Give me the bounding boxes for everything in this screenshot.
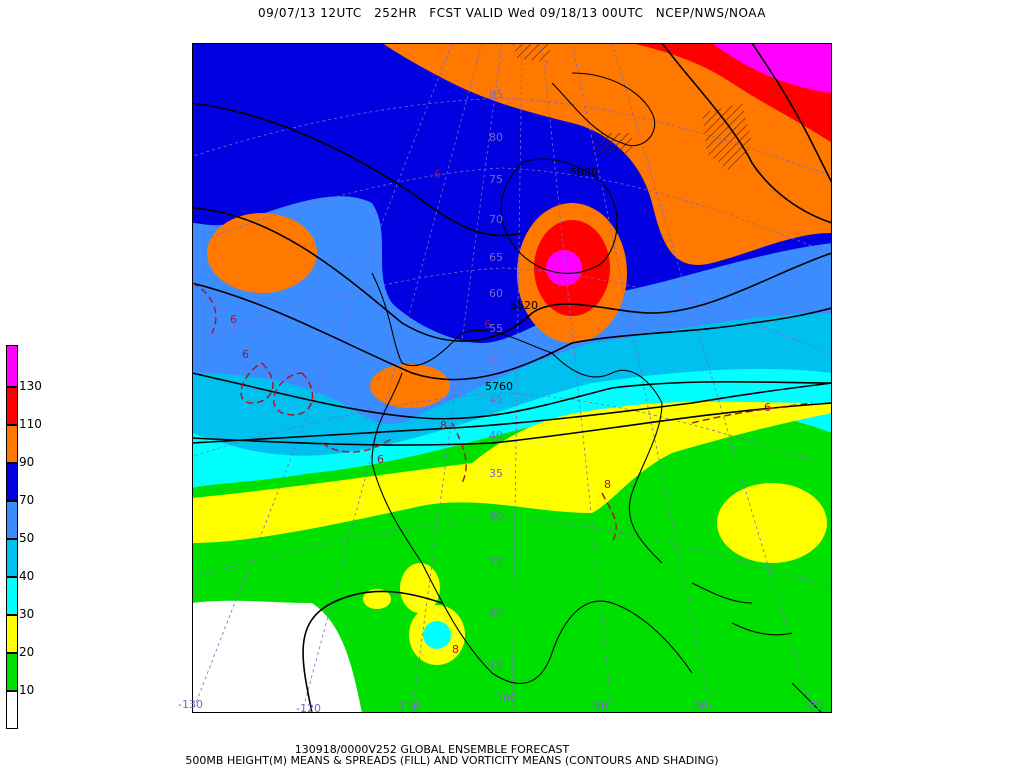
valid-time: FCST VALID Wed 09/18/13 00UTC — [429, 6, 644, 20]
vorticity-label: 6 — [764, 401, 771, 414]
spread-band-130-ne — [712, 43, 832, 93]
spread-band-10 — [192, 600, 362, 713]
spread-patch-130 — [546, 250, 582, 286]
vorticity-label: 8 — [452, 643, 459, 656]
legend-swatch — [6, 463, 18, 501]
contour-label: 5760 — [485, 380, 513, 393]
lat-label: 70 — [489, 213, 503, 226]
vorticity-label-group: 6 6 6 8 8 6 8 6 6 — [230, 168, 771, 656]
lat-label: 45 — [489, 393, 503, 406]
spread-patch-yellow-atlantic — [717, 483, 827, 563]
forecast-hour: 252HR — [374, 6, 417, 20]
vorticity-label: 6 — [230, 313, 237, 326]
legend-label: 50 — [19, 531, 35, 545]
lat-label: 85 — [489, 88, 503, 101]
lat-label: 50 — [489, 356, 503, 369]
legend-swatch — [6, 691, 18, 729]
contour-label: 5520 — [510, 299, 538, 312]
lat-label: 80 — [489, 131, 503, 144]
legend-swatch — [6, 345, 18, 387]
lon-label: -110 — [395, 700, 420, 713]
vorticity-label: 6 — [484, 318, 491, 331]
spread-patch-90-center — [370, 364, 450, 408]
legend-label: 70 — [19, 493, 35, 507]
contour-label-group: 5520 5760 5880 — [485, 166, 598, 393]
lat-label: 65 — [489, 251, 503, 264]
lat-label: 60 — [489, 287, 503, 300]
latitude-label-group: 85 80 75 70 65 60 55 50 45 40 35 30 25 2… — [489, 88, 503, 673]
agency: NCEP/NWS/NOAA — [655, 6, 766, 20]
legend-swatch — [6, 501, 18, 539]
legend-swatch — [6, 387, 18, 425]
footer-forecast-id: 130918/0000V252 GLOBAL ENSEMBLE FORECAST — [294, 743, 570, 756]
lat-label: 40 — [489, 429, 503, 442]
height-contours — [192, 43, 832, 713]
coastlines — [371, 72, 823, 713]
spread-patch-yellow-mexico — [400, 563, 440, 613]
vorticity-label: 6 — [377, 453, 384, 466]
lon-label: -70 — [805, 700, 823, 713]
legend-label: 20 — [19, 645, 35, 659]
vorticity-shading-ne — [702, 103, 752, 173]
lon-label: -100 — [492, 692, 517, 705]
vorticity-label: 6 — [434, 168, 441, 181]
legend-swatch — [6, 425, 18, 463]
legend-label: 130 — [19, 379, 42, 393]
lon-label: -90 — [590, 700, 608, 713]
spread-band-yellow — [192, 401, 832, 543]
lat-label: 55 — [489, 322, 503, 335]
lat-label: 25 — [489, 556, 503, 569]
vorticity-label: 8 — [440, 419, 447, 432]
legend-swatch — [6, 653, 18, 691]
footer-description: 500MB HEIGHT(M) MEANS & SPREADS (FILL) A… — [185, 754, 719, 767]
legend-swatch — [6, 615, 18, 653]
legend-label: 30 — [19, 607, 35, 621]
legend-label: 10 — [19, 683, 35, 697]
forecast-map: 5520 5760 5880 6 6 6 8 8 6 8 6 6 85 80 7… — [192, 43, 832, 713]
vorticity-contours — [192, 282, 813, 544]
spread-patch-cyan-pacific — [423, 621, 451, 649]
lon-label: -80 — [690, 700, 708, 713]
init-time: 09/07/13 12UTC — [258, 6, 362, 20]
spread-patch-yellow-small — [363, 589, 391, 609]
lon-label: -130 — [178, 698, 203, 711]
lat-label: 20 — [489, 605, 503, 618]
map-frame — [192, 43, 832, 713]
color-legend: 10 20 30 40 50 70 90 110 130 — [4, 345, 64, 730]
vorticity-label: 6 — [242, 348, 249, 361]
legend-label: 40 — [19, 569, 35, 583]
graticule — [192, 43, 832, 713]
vorticity-label: 8 — [604, 478, 611, 491]
contour-label: 5880 — [570, 166, 598, 179]
lat-label: 30 — [489, 510, 503, 523]
lat-label: 15 — [489, 660, 503, 673]
lon-label: -120 — [296, 702, 321, 715]
lat-label: 35 — [489, 467, 503, 480]
chart-header: 09/07/13 12UTC 252HR FCST VALID Wed 09/1… — [0, 6, 1024, 20]
vorticity-shading-greenland — [592, 133, 632, 153]
lat-label: 75 — [489, 173, 503, 186]
spread-patch-90-west — [207, 213, 317, 293]
legend-swatch — [6, 539, 18, 577]
legend-label: 110 — [19, 417, 42, 431]
legend-label: 90 — [19, 455, 35, 469]
legend-swatch — [6, 577, 18, 615]
